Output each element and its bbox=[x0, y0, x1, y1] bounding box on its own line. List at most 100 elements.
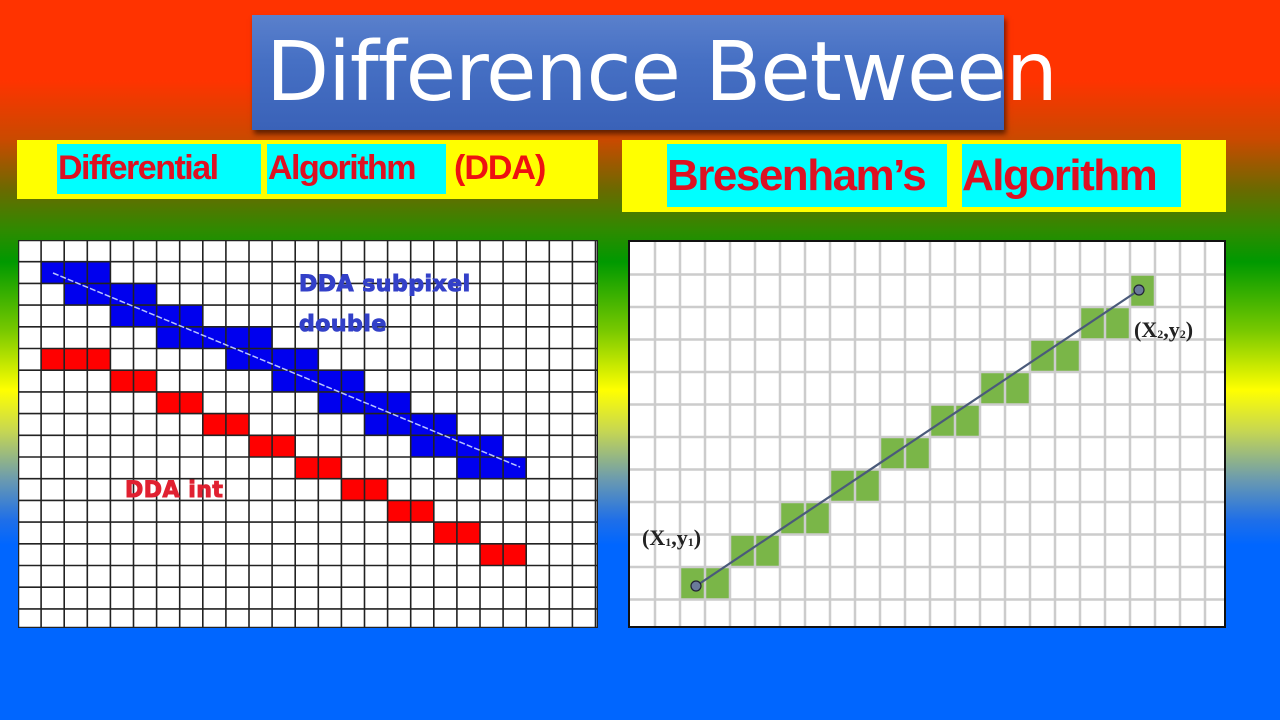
start-point-label: (X1,y1) bbox=[642, 525, 702, 550]
dda-grid-svg bbox=[18, 240, 598, 628]
double-pixel-cell bbox=[156, 305, 180, 327]
double-pixel-cell bbox=[456, 457, 480, 479]
double-pixel-cell bbox=[41, 261, 65, 284]
plotted-pixel-cell bbox=[1080, 307, 1105, 340]
double-pixel-cell bbox=[295, 348, 319, 371]
start-x-subscript: 1 bbox=[665, 535, 672, 549]
int-pixel-cell bbox=[133, 370, 157, 392]
bresenham-grid-svg bbox=[630, 242, 1224, 626]
double-pixel-cell bbox=[87, 261, 111, 284]
dda-label-word-abbrev: (DDA) bbox=[454, 149, 546, 187]
dda-subpixel-label-line2: double bbox=[299, 312, 387, 338]
double-pixel-cell bbox=[110, 305, 134, 327]
double-pixel-cell bbox=[272, 370, 296, 392]
double-pixel-cell bbox=[433, 435, 457, 457]
int-pixel-cell bbox=[156, 391, 180, 414]
int-pixel-cell bbox=[225, 413, 249, 436]
int-pixel-cell bbox=[110, 370, 134, 392]
dda-label-word-algorithm: Algorithm bbox=[268, 149, 417, 187]
plotted-pixel-cell bbox=[905, 437, 930, 470]
double-pixel-cell bbox=[387, 391, 411, 414]
int-pixel-cell bbox=[249, 435, 273, 457]
bresenham-grid-diagram: (X1,y1) (X2,y2) bbox=[628, 240, 1226, 628]
double-pixel-cell bbox=[480, 457, 504, 479]
plotted-pixel-cell bbox=[830, 469, 855, 502]
double-pixel-cell bbox=[179, 305, 203, 327]
int-pixel-cell bbox=[64, 348, 88, 371]
highlight-bresenhams bbox=[667, 144, 947, 207]
int-pixel-cell bbox=[364, 478, 388, 501]
int-pixel-cell bbox=[503, 543, 527, 566]
double-pixel-cell bbox=[64, 283, 88, 306]
dda-label-word-differential: Differential bbox=[58, 149, 219, 187]
double-pixel-cell bbox=[341, 370, 365, 392]
bresenham-label-box: Bresenham’s Algorithm bbox=[622, 140, 1226, 212]
double-pixel-cell bbox=[249, 326, 273, 349]
start-x-symbol: X bbox=[649, 525, 666, 550]
plotted-pixel-cell bbox=[780, 502, 805, 535]
page-title: Difference Between bbox=[266, 25, 1058, 120]
int-pixel-cell bbox=[410, 500, 434, 523]
double-pixel-cell bbox=[503, 457, 527, 479]
double-pixel-cell bbox=[156, 326, 180, 349]
plotted-pixel-cell bbox=[1055, 339, 1080, 372]
double-pixel-cell bbox=[318, 370, 342, 392]
end-y-subscript: 2 bbox=[1179, 327, 1186, 341]
highlight-differential bbox=[57, 144, 261, 194]
highlight-algorithm bbox=[267, 144, 446, 194]
plotted-pixel-cell bbox=[755, 534, 780, 567]
dda-label-box: Differential Algorithm (DDA) bbox=[17, 140, 598, 199]
double-pixel-cell bbox=[480, 435, 504, 457]
int-pixel-cell bbox=[295, 457, 319, 479]
highlight-algorithm-right bbox=[962, 144, 1181, 207]
end-y-symbol: y bbox=[1168, 317, 1180, 342]
double-pixel-cell bbox=[364, 391, 388, 414]
end-x-symbol: X bbox=[1141, 317, 1158, 342]
dda-subpixel-label-line1: DDA subpixel bbox=[299, 272, 471, 298]
line-segment bbox=[695, 289, 1140, 587]
start-point-icon bbox=[690, 580, 702, 592]
int-pixel-cell bbox=[41, 348, 65, 371]
double-pixel-cell bbox=[64, 261, 88, 284]
double-pixel-cell bbox=[410, 413, 434, 436]
double-pixel-cell bbox=[387, 413, 411, 436]
plotted-pixel-cell bbox=[880, 437, 905, 470]
double-pixel-cell bbox=[410, 435, 434, 457]
double-pixel-cell bbox=[225, 348, 249, 371]
int-pixel-cell bbox=[202, 413, 226, 436]
start-y-subscript: 1 bbox=[687, 535, 694, 549]
double-pixel-cell bbox=[202, 326, 226, 349]
end-x-subscript: 2 bbox=[1157, 327, 1164, 341]
double-pixel-cell bbox=[341, 391, 365, 414]
double-pixel-cell bbox=[272, 348, 296, 371]
grid-border bbox=[18, 240, 598, 628]
int-pixel-cell bbox=[87, 348, 111, 371]
end-point-label: (X2,y2) bbox=[1134, 317, 1194, 342]
plotted-pixel-cell bbox=[805, 502, 830, 535]
plotted-pixel-cell bbox=[730, 534, 755, 567]
end-point-icon bbox=[1133, 284, 1145, 296]
double-pixel-cell bbox=[87, 283, 111, 306]
bresenham-label-word-bresenhams: Bresenham’s bbox=[667, 151, 927, 200]
int-pixel-cell bbox=[387, 500, 411, 523]
int-pixel-cell bbox=[272, 435, 296, 457]
double-pixel-cell bbox=[133, 283, 157, 306]
start-y-symbol: y bbox=[676, 525, 688, 550]
ideal-line bbox=[52, 272, 521, 468]
int-pixel-cell bbox=[480, 543, 504, 566]
double-pixel-cell bbox=[133, 305, 157, 327]
double-pixel-cell bbox=[364, 413, 388, 436]
double-pixel-cell bbox=[318, 391, 342, 414]
int-pixel-cell bbox=[341, 478, 365, 501]
double-pixel-cell bbox=[225, 326, 249, 349]
int-pixel-cell bbox=[318, 457, 342, 479]
dda-int-label: DDA int bbox=[124, 478, 224, 504]
int-pixel-cell bbox=[433, 522, 457, 544]
bresenham-label-word-algorithm: Algorithm bbox=[962, 151, 1158, 200]
plotted-pixel-cell bbox=[1105, 307, 1130, 340]
int-pixel-cell bbox=[456, 522, 480, 544]
double-pixel-cell bbox=[433, 413, 457, 436]
dda-grid-diagram: DDA subpixel double DDA int bbox=[18, 240, 598, 628]
plotted-pixel-cell bbox=[855, 469, 880, 502]
int-pixel-cell bbox=[179, 391, 203, 414]
